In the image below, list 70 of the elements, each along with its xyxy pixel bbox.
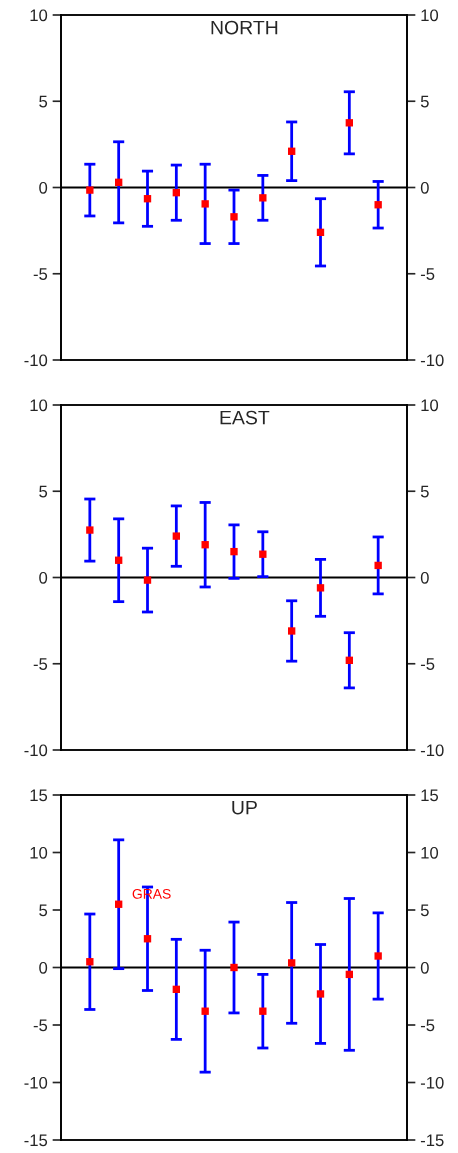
y-tick-label: 10	[30, 9, 48, 22]
point	[143, 195, 152, 203]
point	[345, 656, 354, 664]
point	[201, 541, 209, 549]
y2-tick-label: 10	[421, 399, 439, 412]
y-tick-label: 10	[30, 399, 48, 412]
y2-tick-label: 5	[420, 95, 429, 108]
point	[230, 213, 238, 221]
point	[259, 550, 267, 558]
point	[287, 147, 296, 155]
y2-tick-label: 10	[421, 846, 439, 859]
y2-tick-label: -10	[420, 1076, 444, 1089]
y2-tick-label: -10	[420, 744, 444, 757]
y2-tick-label: 5	[420, 485, 429, 498]
y2-tick-label: 15	[421, 789, 439, 802]
y2-tick-label: 0	[420, 181, 429, 194]
point	[86, 958, 94, 966]
point	[374, 201, 382, 209]
point	[172, 532, 181, 540]
point	[201, 1007, 209, 1015]
y-tick-label: 15	[30, 789, 48, 802]
point	[114, 556, 123, 564]
chart-title: UP	[232, 800, 257, 815]
point	[201, 200, 209, 208]
point	[374, 561, 382, 570]
y2-tick-label: -5	[420, 268, 435, 280]
y-tick-label: -10	[24, 354, 48, 367]
point	[143, 935, 152, 943]
y-tick-label: -5	[33, 658, 48, 670]
y2-tick-label: -15	[420, 1134, 444, 1147]
point	[374, 952, 382, 960]
y-tick-label: -10	[24, 1076, 48, 1089]
point	[86, 526, 94, 534]
y2-tick-label: 0	[420, 571, 429, 584]
y-tick-label: 0	[39, 181, 48, 194]
point	[86, 186, 94, 194]
y-tick-label: 10	[30, 846, 48, 859]
point	[114, 900, 123, 908]
point	[172, 189, 181, 197]
y-tick-label: 0	[39, 571, 48, 584]
point	[345, 119, 354, 127]
y-tick-label: 0	[39, 961, 48, 974]
y-tick-label: -5	[33, 268, 48, 280]
chart-title: NORTH	[211, 20, 278, 35]
point	[143, 576, 152, 584]
y2-tick-label: -10	[420, 354, 444, 367]
point	[172, 985, 181, 994]
point	[287, 959, 296, 967]
y-tick-label: -10	[24, 744, 48, 757]
point	[230, 963, 238, 972]
point	[345, 970, 354, 979]
y-tick-label: 5	[39, 904, 48, 917]
point	[259, 194, 267, 202]
y-tick-label: -5	[33, 1019, 48, 1032]
point	[316, 990, 325, 998]
point	[114, 178, 123, 186]
point	[316, 584, 325, 592]
point	[259, 1007, 267, 1015]
point	[287, 627, 296, 635]
y-tick-label: 5	[39, 95, 48, 108]
y2-tick-label: -5	[420, 658, 435, 670]
y2-tick-label: 10	[421, 9, 439, 22]
y2-tick-label: 5	[420, 904, 429, 917]
y2-tick-label: 0	[420, 961, 429, 974]
y-tick-label: -15	[24, 1134, 48, 1147]
point	[316, 228, 325, 237]
point	[230, 547, 238, 556]
y2-tick-label: -5	[420, 1019, 435, 1032]
y-tick-label: 5	[39, 485, 48, 498]
chart-title: EAST	[220, 410, 270, 425]
